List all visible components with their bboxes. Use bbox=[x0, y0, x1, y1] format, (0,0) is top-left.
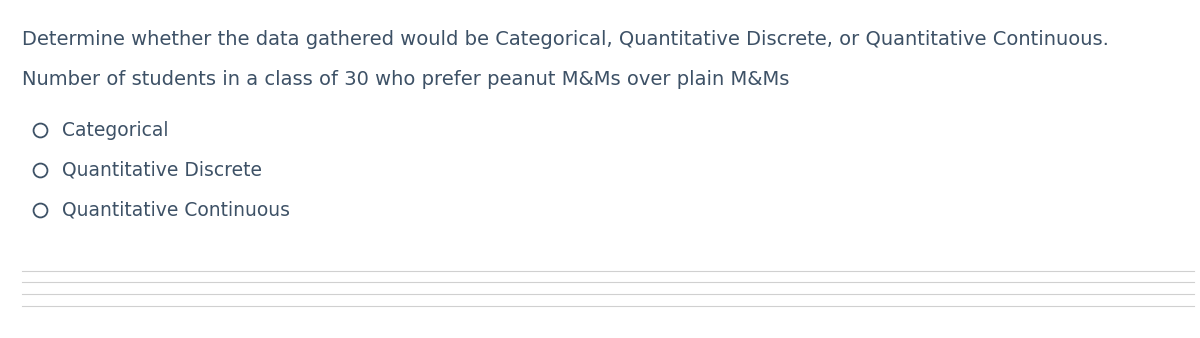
Text: Number of students in a class of 30 who prefer peanut M&Ms over plain M&Ms: Number of students in a class of 30 who … bbox=[22, 70, 790, 89]
Text: Quantitative Discrete: Quantitative Discrete bbox=[62, 161, 262, 179]
Text: Determine whether the data gathered would be Categorical, Quantitative Discrete,: Determine whether the data gathered woul… bbox=[22, 30, 1109, 49]
Text: Categorical: Categorical bbox=[62, 121, 168, 140]
Text: Quantitative Continuous: Quantitative Continuous bbox=[62, 200, 290, 219]
